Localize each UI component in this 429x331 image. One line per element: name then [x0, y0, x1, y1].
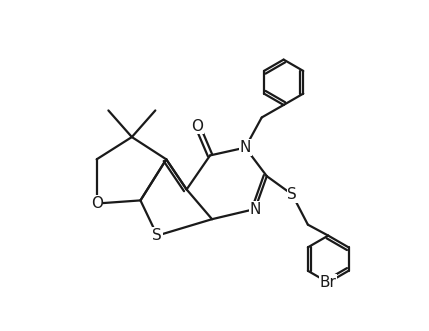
- Text: O: O: [192, 118, 204, 134]
- Text: N: N: [249, 202, 261, 216]
- Text: S: S: [152, 228, 162, 243]
- Text: Br: Br: [320, 275, 337, 290]
- Text: S: S: [287, 187, 297, 202]
- Text: O: O: [91, 196, 103, 211]
- Text: N: N: [240, 140, 251, 155]
